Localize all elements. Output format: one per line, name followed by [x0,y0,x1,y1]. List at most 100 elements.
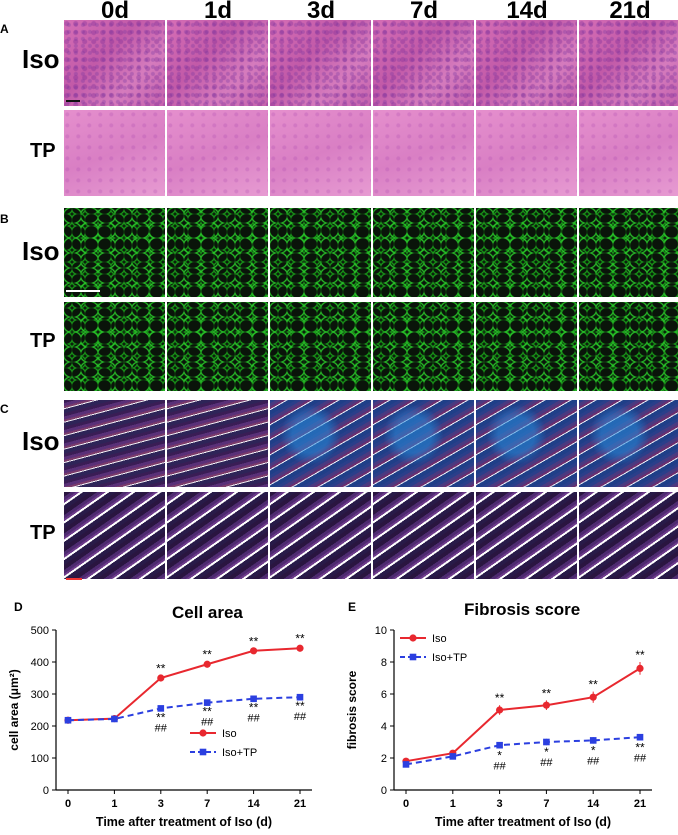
micrograph-he-iso-0d [64,20,165,106]
data-point [250,647,258,655]
y-tick-label: 0 [43,785,49,797]
significance-mark: ** [203,648,213,662]
x-tick-label: 3 [497,798,503,810]
significance-mark: ** [156,661,166,675]
row-label-tp-b: TP [30,330,56,352]
x-tick-label: 7 [204,798,210,810]
legend-marker [199,748,207,756]
x-tick-label: 21 [634,798,646,810]
micrograph-masson-tp-21d [579,492,678,579]
chart-title-cell-area: Cell area [172,603,243,622]
legend-label: Iso+TP [222,747,257,759]
col-header-0d: 0d [100,0,129,24]
micrograph-fluorescence-tp-0d [64,302,165,391]
cell-area-chart: 0 100 200 300 400 500 0 1 3 7 14 21 Time after treat… [7,625,312,829]
micrograph-he-tp-0d [64,110,165,196]
micrograph-fluorescence-tp-1d [167,302,268,391]
micrograph-he-iso-14d [476,20,577,106]
micrograph-masson-tp-3d [270,492,371,579]
data-point [542,701,550,709]
data-point [157,674,165,682]
row-label-tp-a: TP [30,140,56,162]
micrograph-he-tp-14d [476,110,577,196]
significance-mark: * [544,745,549,759]
col-header-1d: 1d [203,0,232,24]
scale-bar-he [66,100,80,102]
y-tick-label: 10 [375,625,387,637]
series-line-iso-tp [405,736,641,766]
y-tick-label: 0 [381,785,387,797]
significance-mark: ** [249,701,259,715]
series-line-iso-tp [67,696,301,722]
scale-bar-masson [66,578,82,580]
data-point [496,706,504,714]
data-point [636,664,644,672]
x-tick-label: 14 [587,798,600,810]
y-tick-label: 8 [381,657,387,669]
significance-mark: ** [542,686,552,700]
legend-marker [409,634,417,642]
x-tick-label: 14 [247,798,260,810]
significance-mark: ** [495,691,505,705]
col-header-7d: 7d [409,0,438,24]
series-line-iso [405,667,641,763]
micrograph-he-tp-1d [167,110,268,196]
x-axis-label: Time after treatment of Iso (d) [435,815,611,829]
y-tick-label: 400 [31,657,49,669]
significance-mark-hash: ## [540,757,553,769]
data-point [589,737,597,744]
x-tick-label: 1 [450,798,456,810]
data-point [157,705,165,712]
micrograph-masson-iso-14d [476,400,577,487]
micrograph-masson-tp-14d [476,492,577,579]
legend-marker [199,729,207,737]
data-point [296,693,304,701]
significance-mark-hash: ## [201,717,214,729]
significance-mark-hash: ## [634,752,647,764]
y-axis-label: cell area (μm²) [7,669,21,750]
legend-label: Iso+TP [432,652,467,664]
x-tick-label: 21 [294,798,306,810]
significance-mark: ** [203,705,213,719]
panel-letter-a: A [0,22,9,36]
x-tick-label: 3 [158,798,164,810]
data-point [64,716,72,724]
row-label-iso-a: Iso [22,44,60,74]
micrograph-he-tp-7d [373,110,474,196]
micrograph-fluorescence-tp-14d [476,302,577,391]
row-label-iso-c: Iso [22,426,60,456]
micrograph-masson-iso-3d [270,400,371,487]
significance-mark-hash: ## [155,722,168,734]
row-label-tp-c: TP [30,522,56,544]
x-tick-label: 0 [65,798,71,810]
significance-mark: ** [156,710,166,724]
micrograph-masson-iso-7d [373,400,474,487]
col-header-14d: 14d [506,0,548,24]
significance-mark: * [497,748,502,762]
significance-mark: ** [295,631,305,645]
data-point [203,699,211,706]
significance-mark-hash: ## [294,711,307,723]
fibrosis-score-chart: 0 2 4 6 8 10 0 1 3 7 14 21 Time after treatment of I… [345,625,652,829]
legend-label: Iso [432,633,447,645]
data-point [636,733,644,741]
micrograph-fluorescence-tp-3d [270,302,371,391]
y-tick-label: 200 [31,721,49,733]
data-point [543,738,550,746]
col-header-3d: 3d [306,0,335,24]
micrograph-masson-tp-7d [373,492,474,579]
row-label-iso-b: Iso [22,236,60,266]
chart-title-fibrosis-score: Fibrosis score [464,600,581,619]
micrograph-fluorescence-iso-14d [476,208,577,297]
data-point [296,644,304,652]
y-tick-label: 4 [381,721,387,733]
micrograph-fluorescence-iso-7d [373,208,474,297]
micrograph-fluorescence-tp-21d [579,302,678,391]
panel-letter-d: D [14,600,23,614]
data-point [203,660,211,668]
legend-label: Iso [222,728,237,740]
micrograph-masson-iso-0d [64,400,165,487]
col-header-21d: 21d [609,0,651,24]
y-tick-label: 2 [381,753,387,765]
scale-bar-fluorescence [66,290,100,292]
